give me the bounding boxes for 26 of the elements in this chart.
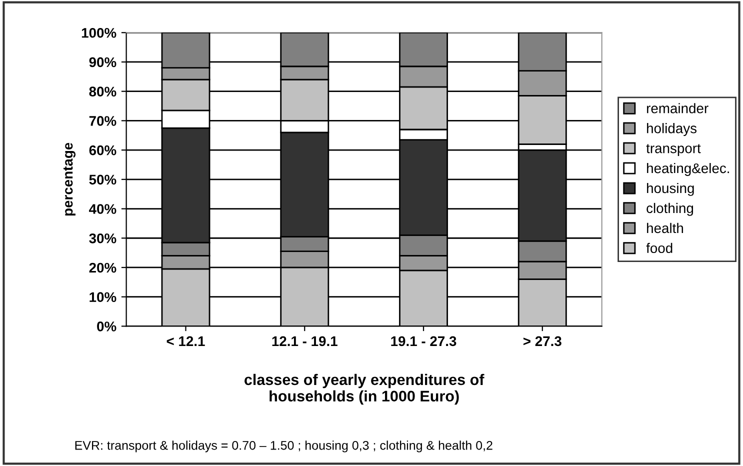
y-tick-label: 100% [82,28,116,38]
legend-label: clothing [646,202,694,216]
y-tick-label: 10% [90,292,116,302]
text: EVR: transport & holidays = 0.70 – 1.50 ; housing 0,3 ; clothing & health 0,2 [75,440,492,452]
legend-label: food [646,242,672,254]
x-tick-label: 12.1 - 19.1 [272,336,338,346]
y-tick-label: 70% [89,116,116,126]
legend-label: transport [646,144,701,156]
y-axis-title: percentage [64,142,76,216]
y-tick-label: 90% [89,57,116,68]
x-tick-label: > 27.3 [523,336,562,346]
legend-label: heating&elec. [647,162,729,176]
x-tick-label: < 12.1 [166,336,205,346]
y-tick-label: 20% [89,262,116,273]
y-tick-label: 30% [89,233,116,244]
legend-label: holidays [647,123,697,136]
y-tick-label: 60% [89,145,116,156]
y-tick-label: 80% [89,86,116,97]
legend-label: remainder [646,103,708,114]
y-tick-label: 50% [89,174,116,185]
legend-label: housing [647,182,694,196]
x-axis-title: classes of yearly expenditures of households (in 1000 Euro) [244,374,484,405]
legend-label: health [647,222,684,234]
y-tick-label: 0% [97,322,116,332]
x-tick-label: 19.1 - 27.3 [391,336,456,346]
y-tick-label: 40% [89,204,116,214]
